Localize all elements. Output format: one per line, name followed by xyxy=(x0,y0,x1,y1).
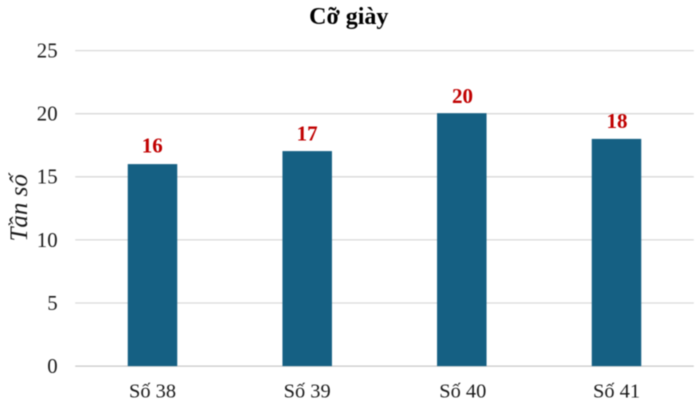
svg-text:18: 18 xyxy=(607,109,628,133)
svg-text:Số 40: Số 40 xyxy=(439,381,486,403)
svg-text:20: 20 xyxy=(37,103,58,126)
svg-text:Số 38: Số 38 xyxy=(129,381,176,403)
svg-text:10: 10 xyxy=(37,229,58,252)
svg-text:5: 5 xyxy=(47,292,57,315)
svg-text:17: 17 xyxy=(297,122,318,146)
svg-text:Tần số: Tần số xyxy=(6,172,33,242)
svg-text:Cỡ giày: Cỡ giày xyxy=(309,4,388,30)
svg-text:Số 41: Số 41 xyxy=(593,381,640,403)
svg-text:15: 15 xyxy=(37,166,58,189)
svg-text:25: 25 xyxy=(37,40,58,63)
svg-text:16: 16 xyxy=(142,134,163,158)
svg-text:Số 39: Số 39 xyxy=(284,381,331,403)
svg-text:20: 20 xyxy=(452,84,473,108)
svg-text:0: 0 xyxy=(47,355,57,378)
